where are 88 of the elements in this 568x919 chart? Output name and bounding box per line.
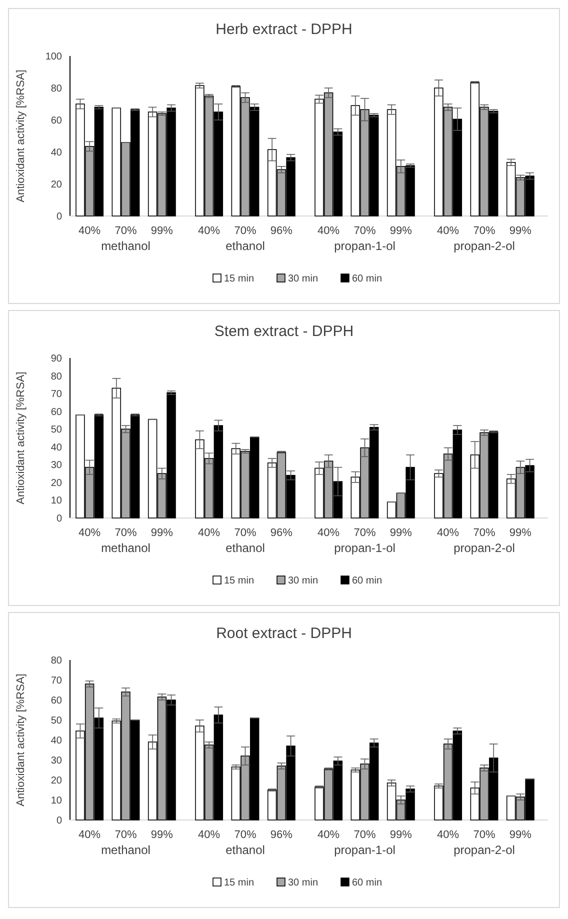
- text: methanol: [101, 541, 150, 555]
- y-tick-label: 60: [50, 116, 62, 126]
- x-tick-label: 99%: [150, 829, 174, 841]
- y-tick-label: 70: [50, 389, 62, 400]
- x-tick-label: 99%: [390, 829, 412, 841]
- x-tick-label: 70%: [114, 829, 137, 841]
- x-tick-label: 70%: [473, 829, 496, 841]
- x-tick-label: 40%: [198, 225, 220, 237]
- x-tick-label: 99%: [509, 225, 532, 237]
- legend-label: 60 min: [352, 576, 382, 586]
- x-tick-label: 70%: [354, 225, 376, 237]
- legend-label: 15 min: [224, 878, 254, 888]
- x-tick-label: 70%: [114, 527, 137, 539]
- y-axis-title: Antioxidant activity [%RSA]: [15, 372, 27, 504]
- x-tick-label: 40%: [318, 225, 340, 237]
- x-tick-label: 40%: [318, 829, 340, 841]
- legend-label: 15 min: [224, 274, 254, 284]
- y-tick-label: 50: [50, 716, 62, 726]
- x-tick-label: 96%: [270, 829, 293, 841]
- x-tick-label: 99%: [150, 225, 174, 237]
- y-tick-label: 40: [50, 736, 62, 746]
- y-tick-label: 0: [56, 816, 62, 826]
- x-tick-label: 99%: [150, 527, 174, 539]
- x-tick-label: 40%: [198, 829, 220, 841]
- x-tick-label: 99%: [390, 527, 412, 539]
- text: methanol: [101, 239, 150, 253]
- x-tick-label: 96%: [270, 225, 293, 237]
- text: propan-1-ol: [334, 541, 396, 555]
- y-tick-label: 30: [50, 460, 62, 472]
- y-tick-label: 20: [50, 180, 62, 190]
- y-tick-label: 100: [45, 52, 62, 62]
- x-tick-label: 70%: [354, 829, 376, 841]
- x-tick-label: 40%: [318, 527, 340, 539]
- text: ethanol: [226, 541, 265, 555]
- x-tick-label: 70%: [234, 225, 256, 237]
- x-tick-label: 40%: [78, 527, 101, 539]
- x-tick-label: 70%: [473, 225, 496, 237]
- y-tick-label: 10: [50, 496, 62, 507]
- chart-title: Herb extract - DPPH: [216, 21, 352, 38]
- y-tick-label: 80: [50, 656, 62, 666]
- text: methanol: [101, 843, 150, 857]
- x-tick-label: 40%: [198, 527, 220, 539]
- y-tick-label: 20: [50, 478, 62, 489]
- chart-title: Root extract - DPPH: [216, 625, 352, 642]
- y-tick-label: 40: [50, 148, 62, 158]
- legend-label: 30 min: [288, 878, 318, 888]
- x-tick-label: 96%: [270, 527, 293, 539]
- text: propan-2-ol: [454, 843, 515, 857]
- x-tick-label: 40%: [437, 527, 460, 539]
- x-tick-label: 40%: [78, 829, 101, 841]
- x-tick-label: 40%: [437, 829, 460, 841]
- x-tick-label: 70%: [473, 527, 496, 539]
- legend-label: 30 min: [288, 576, 318, 586]
- text: propan-1-ol: [334, 239, 396, 253]
- y-tick-label: 80: [50, 371, 62, 382]
- legend-label: 60 min: [352, 878, 382, 888]
- y-tick-label: 10: [50, 796, 62, 806]
- y-tick-label: 60: [50, 406, 62, 418]
- y-axis-title: Antioxidant activity [%RSA]: [15, 674, 27, 806]
- text: propan-1-ol: [334, 843, 396, 857]
- chart-title: Stem extract - DPPH: [214, 323, 354, 340]
- x-tick-label: 70%: [234, 527, 256, 539]
- x-tick-label: 40%: [78, 225, 101, 237]
- text: propan-2-ol: [454, 541, 515, 555]
- x-tick-label: 99%: [509, 527, 532, 539]
- x-tick-label: 70%: [234, 829, 256, 841]
- x-tick-label: 99%: [390, 225, 412, 237]
- legend-label: 15 min: [224, 576, 254, 586]
- y-tick-label: 0: [56, 514, 62, 524]
- y-tick-label: 80: [50, 84, 62, 94]
- x-tick-label: 70%: [114, 225, 137, 237]
- text: ethanol: [226, 239, 265, 253]
- text: ethanol: [226, 843, 265, 857]
- y-tick-label: 20: [50, 776, 62, 786]
- y-tick-label: 0: [56, 212, 62, 222]
- legend-label: 60 min: [352, 274, 382, 284]
- y-axis-title: Antioxidant activity [%RSA]: [15, 70, 27, 202]
- y-tick-label: 90: [50, 354, 62, 364]
- y-tick-label: 30: [50, 756, 62, 766]
- y-tick-label: 40: [50, 442, 62, 454]
- y-tick-label: 60: [50, 696, 62, 706]
- y-tick-label: 70: [50, 676, 62, 686]
- x-tick-label: 70%: [354, 527, 376, 539]
- x-tick-label: 40%: [437, 225, 460, 237]
- text: propan-2-ol: [454, 239, 515, 253]
- y-tick-label: 50: [50, 424, 62, 436]
- legend-label: 30 min: [288, 274, 318, 284]
- x-tick-label: 99%: [509, 829, 532, 841]
